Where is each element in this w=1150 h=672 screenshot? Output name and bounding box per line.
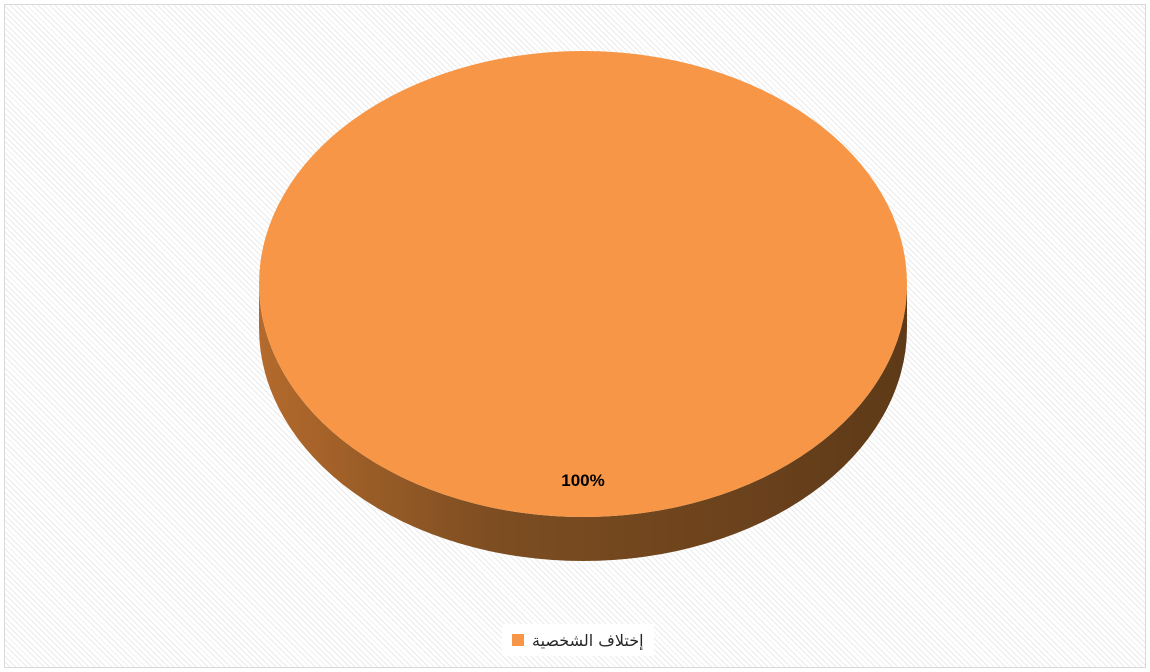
pie-slice-side xyxy=(259,284,907,561)
pie-slice[interactable] xyxy=(259,51,907,517)
legend: إختلاف الشخصية xyxy=(502,624,654,656)
chart-area: 100% إختلاف الشخصية xyxy=(4,4,1146,668)
legend-swatch xyxy=(512,634,524,646)
pie-chart: 100% xyxy=(259,51,907,561)
legend-label: إختلاف الشخصية xyxy=(532,630,644,650)
data-label: 100% xyxy=(561,471,604,490)
